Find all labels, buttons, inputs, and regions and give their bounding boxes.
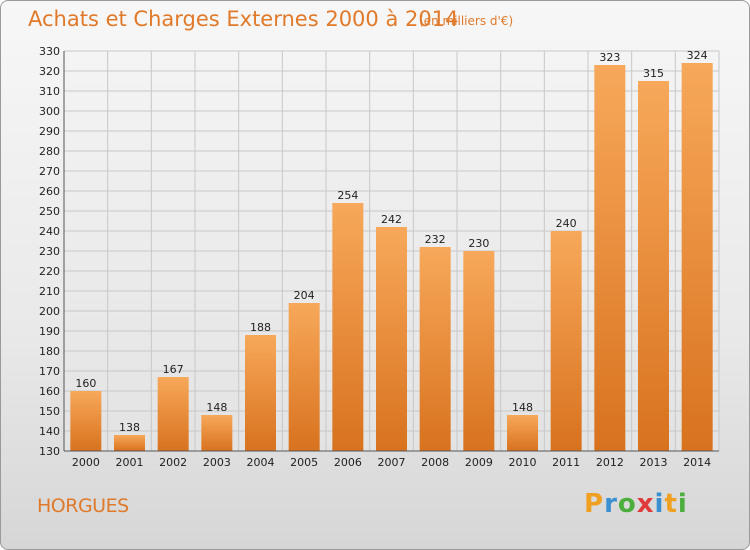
y-tick-label: 140 bbox=[39, 425, 60, 438]
x-tick-label: 2009 bbox=[465, 456, 493, 469]
data-label: 148 bbox=[512, 401, 533, 414]
y-tick-label: 200 bbox=[39, 305, 60, 318]
y-tick-label: 220 bbox=[39, 265, 60, 278]
data-label: 188 bbox=[250, 321, 271, 334]
x-tick-label: 2000 bbox=[72, 456, 100, 469]
data-label: 232 bbox=[425, 233, 446, 246]
x-tick-label: 2005 bbox=[290, 456, 318, 469]
chart-subtitle: (en milliers d'€) bbox=[419, 14, 514, 28]
bar bbox=[681, 63, 713, 451]
proxiti-logo: Proxiti bbox=[584, 489, 688, 519]
logo-letter: x bbox=[636, 489, 655, 519]
x-tick-label: 2008 bbox=[421, 456, 449, 469]
logo-letter: P bbox=[584, 489, 605, 519]
commune-name: HORGUES bbox=[37, 495, 129, 517]
y-tick-label: 210 bbox=[39, 285, 60, 298]
logo-letter: t bbox=[664, 489, 678, 519]
data-label: 204 bbox=[294, 289, 315, 302]
y-tick-label: 240 bbox=[39, 225, 60, 238]
bar bbox=[288, 303, 320, 451]
x-tick-label: 2006 bbox=[334, 456, 362, 469]
y-tick-label: 170 bbox=[39, 365, 60, 378]
bar bbox=[201, 415, 233, 451]
logo-letter: i bbox=[677, 489, 688, 519]
x-tick-label: 2002 bbox=[159, 456, 187, 469]
data-label: 315 bbox=[643, 67, 664, 80]
bar bbox=[245, 335, 276, 451]
y-tick-label: 150 bbox=[39, 405, 60, 418]
x-tick-label: 2010 bbox=[509, 456, 537, 469]
x-tick-label: 2012 bbox=[596, 456, 624, 469]
bar bbox=[463, 251, 495, 451]
bar bbox=[157, 377, 189, 451]
y-tick-label: 290 bbox=[39, 125, 60, 138]
x-tick-label: 2001 bbox=[116, 456, 144, 469]
data-label: 230 bbox=[468, 237, 489, 250]
x-tick-label: 2003 bbox=[203, 456, 231, 469]
x-tick-label: 2013 bbox=[640, 456, 668, 469]
y-tick-label: 180 bbox=[39, 345, 60, 358]
bar bbox=[376, 227, 407, 451]
y-tick-label: 320 bbox=[39, 65, 60, 78]
x-tick-label: 2014 bbox=[683, 456, 711, 469]
y-tick-label: 250 bbox=[39, 205, 60, 218]
y-tick-label: 230 bbox=[39, 245, 60, 258]
data-label: 254 bbox=[337, 189, 358, 202]
bar bbox=[594, 65, 626, 451]
y-tick-label: 330 bbox=[39, 45, 60, 58]
bar bbox=[507, 415, 538, 451]
y-tick-label: 130 bbox=[39, 445, 60, 458]
y-tick-label: 270 bbox=[39, 165, 60, 178]
bar bbox=[638, 81, 669, 451]
data-label: 242 bbox=[381, 213, 402, 226]
data-label: 323 bbox=[599, 51, 620, 64]
bar bbox=[419, 247, 451, 451]
bar bbox=[114, 435, 145, 451]
data-label: 167 bbox=[163, 363, 184, 376]
chart-title: Achats et Charges Externes 2000 à 2014 bbox=[28, 7, 459, 31]
y-tick-label: 260 bbox=[39, 185, 60, 198]
bar bbox=[332, 203, 364, 451]
data-label: 148 bbox=[206, 401, 227, 414]
y-tick-label: 160 bbox=[39, 385, 60, 398]
data-label: 138 bbox=[119, 421, 140, 434]
x-tick-label: 2004 bbox=[247, 456, 275, 469]
logo-letter: i bbox=[654, 489, 665, 519]
x-tick-label: 2007 bbox=[378, 456, 406, 469]
bar bbox=[550, 231, 582, 451]
y-tick-label: 190 bbox=[39, 325, 60, 338]
data-label: 160 bbox=[75, 377, 96, 390]
logo-letter: r bbox=[604, 489, 618, 519]
data-label: 324 bbox=[687, 49, 708, 62]
data-label: 240 bbox=[556, 217, 577, 230]
x-tick-label: 2011 bbox=[552, 456, 580, 469]
y-tick-label: 280 bbox=[39, 145, 60, 158]
bar bbox=[70, 391, 102, 451]
y-tick-label: 300 bbox=[39, 105, 60, 118]
y-tick-label: 310 bbox=[39, 85, 60, 98]
logo-letter: o bbox=[617, 489, 637, 519]
